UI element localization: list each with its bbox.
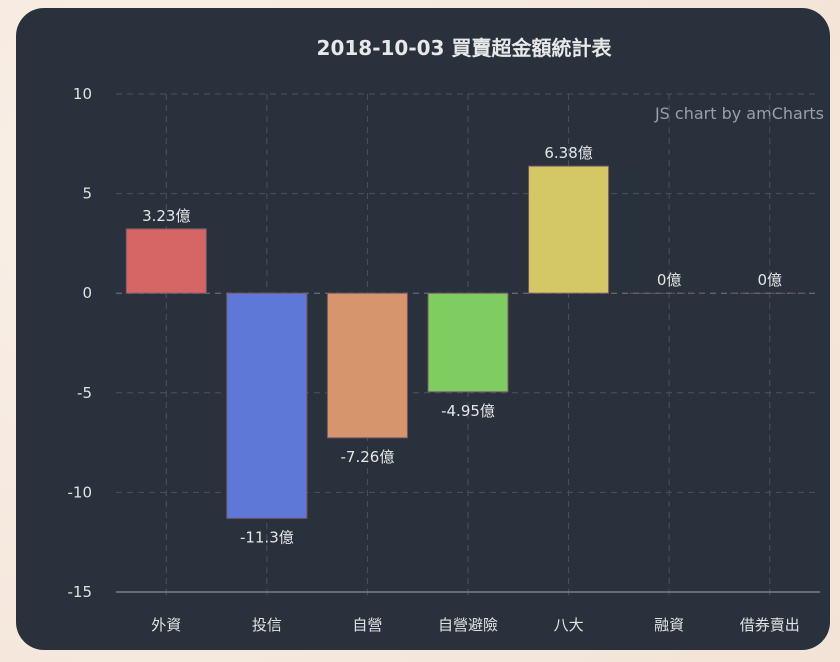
y-tick-label: 10: [73, 85, 92, 103]
bars: [125, 165, 810, 519]
value-label: -4.95億: [441, 402, 495, 420]
value-label: 3.23億: [142, 207, 190, 225]
x-tick-label: 借券賣出: [740, 616, 800, 634]
y-tick-label: -15: [68, 583, 93, 601]
y-tick-label: 0: [82, 284, 92, 302]
value-labels: 3.23億 -11.3億 -7.26億 -4.95億 6.38億 0億 0億: [142, 144, 782, 546]
x-tick-label: 八大: [554, 616, 584, 634]
bar-3[interactable]: [427, 292, 509, 393]
x-tick-label: 自營避險: [438, 616, 498, 634]
y-tick-label: -5: [77, 384, 92, 402]
value-label: 0億: [757, 271, 782, 289]
x-tick-label: 自營: [352, 616, 382, 634]
x-tick-label: 投信: [252, 616, 282, 634]
chart-title: 2018-10-03 買賣超金額統計表: [316, 36, 612, 60]
value-label: -11.3億: [240, 528, 294, 546]
chart-panel: [16, 8, 830, 650]
value-label: -7.26億: [341, 448, 395, 466]
value-label: 0億: [657, 271, 682, 289]
y-tick-label: 5: [82, 185, 92, 203]
amcharts-credit-link[interactable]: JS chart by amCharts: [654, 104, 824, 123]
bar-2[interactable]: [326, 292, 408, 439]
bar-0[interactable]: [125, 228, 207, 294]
bar-1[interactable]: [226, 292, 308, 519]
x-tick-label: 外資: [151, 616, 181, 634]
bar-4[interactable]: [528, 165, 610, 294]
y-tick-label: -10: [68, 483, 93, 501]
x-tick-label: 融資: [654, 616, 684, 634]
y-axis: 10 5 0 -5 -10 -15: [68, 85, 93, 601]
value-label: 6.38億: [544, 144, 592, 162]
x-axis: 外資 投信 自營 自營避險 八大 融資 借券賣出: [116, 591, 820, 634]
